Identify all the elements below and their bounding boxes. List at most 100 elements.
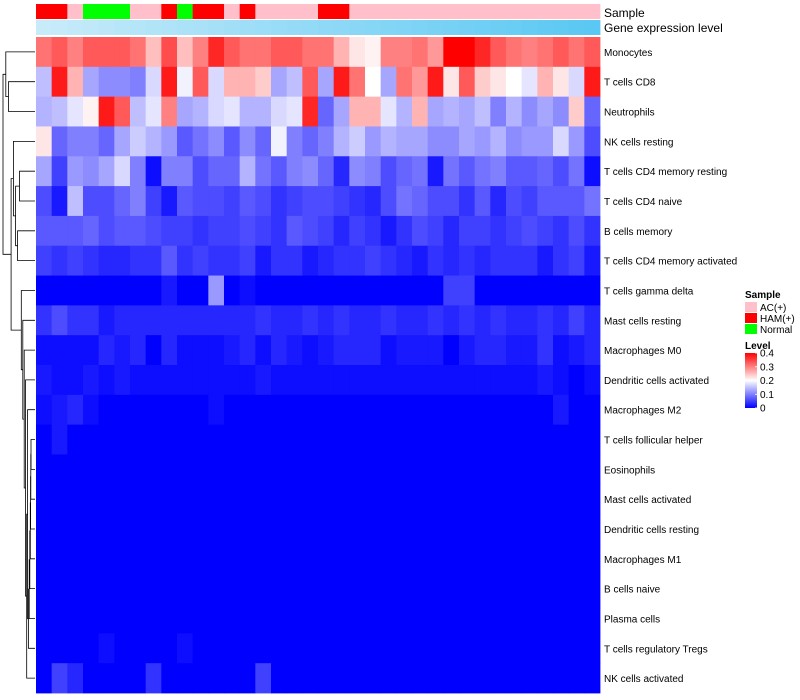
heatmap-cell [443, 275, 460, 306]
heatmap-cell [380, 335, 397, 366]
heatmap-cell [161, 394, 178, 426]
heatmap-cell [286, 394, 303, 426]
heatmap-cell [36, 663, 53, 694]
heatmap-cell [584, 66, 601, 98]
heatmap-cell [349, 365, 366, 396]
heatmap-cell [584, 365, 601, 396]
heatmap-cell [349, 37, 366, 68]
heatmap-cell [98, 454, 115, 485]
heatmap-cell [98, 514, 115, 545]
heatmap-cell [521, 335, 538, 366]
heatmap-cell [177, 424, 194, 455]
heatmap-cell [208, 305, 225, 336]
heatmap-cell [98, 394, 115, 426]
heatmap-cell [568, 335, 585, 366]
gene-expression-cell [568, 20, 585, 35]
heatmap-cell [521, 66, 538, 98]
heatmap-cell [443, 603, 460, 634]
heatmap-cell [380, 365, 397, 396]
heatmap-cell [396, 335, 413, 366]
heatmap-cell [286, 514, 303, 545]
heatmap-cell [83, 514, 100, 545]
heatmap-cell [553, 96, 570, 127]
heatmap-cell [177, 156, 194, 187]
heatmap-cell [51, 365, 68, 396]
heatmap-cell [490, 305, 507, 336]
heatmap-cell [239, 424, 256, 455]
heatmap-cell [568, 543, 585, 575]
heatmap-cell [177, 96, 194, 127]
heatmap-cell [427, 66, 444, 98]
heatmap-cell [568, 96, 585, 127]
heatmap-cell [584, 126, 601, 157]
heatmap-cell [443, 454, 460, 485]
sample-annotation-cell [568, 4, 585, 19]
heatmap-cell [537, 394, 554, 426]
heatmap-cell [459, 186, 476, 217]
heatmap-cell [114, 365, 131, 396]
row-label: Dendritic cells activated [604, 376, 709, 387]
heatmap-cell [553, 37, 570, 68]
legend-level-ticks: 0.4 0.3 0.2 0.1 0 [755, 349, 774, 415]
sample-annotation-cell [380, 4, 397, 19]
heatmap-cell [349, 543, 366, 575]
heatmap-cell [286, 186, 303, 217]
heatmap-cell [239, 365, 256, 396]
heatmap-cell [333, 305, 350, 336]
heatmap-cell [224, 365, 241, 396]
heatmap-cell [302, 454, 319, 485]
heatmap-cell [396, 365, 413, 396]
heatmap-cell [224, 186, 241, 217]
heatmap-cell [490, 66, 507, 98]
heatmap-cell [427, 186, 444, 217]
sample-annotation-cell [490, 4, 507, 19]
heatmap-cell [286, 66, 303, 98]
gene-expression-cell [380, 20, 397, 35]
row-label: T cells CD4 naive [604, 197, 683, 208]
sample-annotation-cell [271, 4, 288, 19]
heatmap-cell [365, 394, 382, 426]
heatmap-cell [36, 215, 53, 247]
legend-sample-label: AC(+) [760, 303, 786, 314]
heatmap-cell [130, 633, 147, 664]
heatmap-cell [114, 96, 131, 127]
heatmap-cell [396, 245, 413, 276]
heatmap-cell [255, 335, 272, 366]
heatmap-cell [474, 186, 491, 217]
heatmap-cell [192, 394, 209, 426]
heatmap-cell [224, 424, 241, 455]
gene-expression-cell [396, 20, 413, 35]
heatmap-cell [177, 484, 194, 515]
heatmap-cell [302, 186, 319, 217]
heatmap-cell [474, 245, 491, 276]
heatmap-cell [98, 186, 115, 217]
row-label: B cells memory [604, 227, 672, 238]
heatmap-cell [286, 96, 303, 127]
heatmap-cell [474, 633, 491, 664]
heatmap-cell [506, 215, 523, 247]
heatmap-cell [255, 484, 272, 515]
heatmap-cell [192, 96, 209, 127]
heatmap-cell [537, 215, 554, 247]
heatmap-cell [365, 365, 382, 396]
heatmap-cell [286, 603, 303, 634]
legend-sample-title: Sample [745, 290, 781, 301]
heatmap-cell [302, 603, 319, 634]
heatmap-cell [224, 305, 241, 336]
heatmap-cell [506, 394, 523, 426]
heatmap-cell [67, 573, 84, 604]
heatmap-cell [114, 454, 131, 485]
gene-expression-cell [553, 20, 570, 35]
heatmap-cell [302, 543, 319, 575]
heatmap-cell [443, 245, 460, 276]
heatmap-cell [318, 335, 335, 366]
heatmap-cell [51, 603, 68, 634]
heatmap-cell [224, 543, 241, 575]
heatmap-cell [145, 543, 162, 575]
row-label: Mast cells activated [604, 495, 691, 506]
heatmap-cell [568, 156, 585, 187]
row-label: Monocytes [604, 48, 652, 59]
heatmap-cell [208, 394, 225, 426]
heatmap-cell [255, 215, 272, 247]
heatmap-cell [412, 394, 429, 426]
